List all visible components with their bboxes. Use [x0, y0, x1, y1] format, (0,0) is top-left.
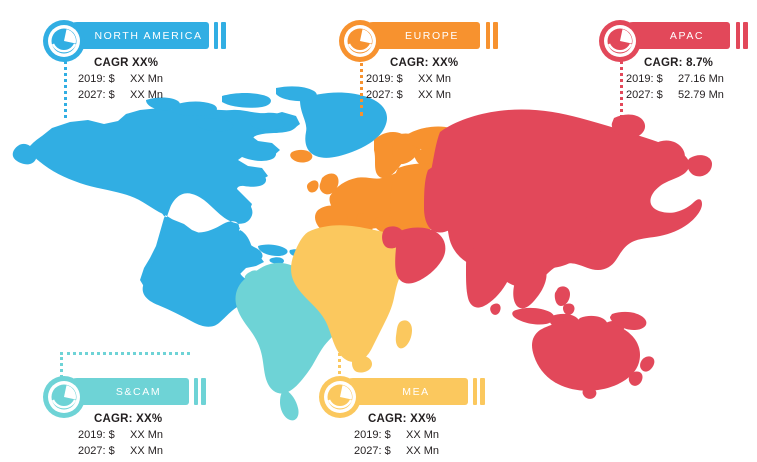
region-title-bar: NORTH AMERICA: [64, 22, 209, 49]
year-value: XX Mn: [130, 73, 164, 85]
year-label: 2027: $: [78, 89, 115, 101]
map-region-apac[interactable]: [382, 109, 712, 399]
year-label: 2027: $: [78, 445, 115, 457]
connector-line-apac: [620, 56, 623, 118]
map-region-mea[interactable]: [291, 225, 415, 373]
globe-icon: [319, 376, 361, 418]
value-row: 2019: $ XX Mn: [354, 427, 439, 443]
value-rows: 2019: $ XX Mn 2027: $ XX Mn: [354, 427, 439, 459]
connector-line-mea: [338, 348, 341, 380]
region-title-label: EUROPE: [405, 29, 459, 42]
cagr-label: CAGR: XX%: [368, 413, 437, 425]
callout-europe[interactable]: EUROPE CAGR: XX% 2019: $ XX Mn 2027: $: [338, 20, 498, 103]
tick-mark: [201, 378, 206, 405]
connector-line-europe: [360, 56, 363, 116]
year-value: XX Mn: [406, 429, 440, 441]
bar-end-ticks: [473, 378, 485, 405]
tick-mark: [486, 22, 490, 49]
value-rows: 2019: $ XX Mn 2027: $ XX Mn: [78, 427, 163, 459]
region-title-label: APAC: [669, 29, 705, 42]
year-value: XX Mn: [406, 445, 440, 457]
bar-end-ticks: [194, 378, 206, 405]
region-title-label: S&CAM: [115, 385, 162, 398]
callout-header-europe: EUROPE: [338, 20, 498, 62]
globe-icon: [43, 376, 85, 418]
cagr-label: CAGR: 8.7%: [644, 57, 714, 69]
tick-mark: [493, 22, 498, 49]
value-row: 2027: $ XX Mn: [366, 87, 458, 103]
year-label: 2019: $: [626, 73, 663, 85]
callout-header-mea: MEA: [318, 376, 485, 418]
connector-line-scam-vertical: [60, 352, 63, 378]
year-label: 2027: $: [366, 89, 403, 101]
cagr-label: CAGR: XX%: [94, 413, 163, 425]
callout-apac[interactable]: APAC CAGR: 8.7% 2019: $ 27.16 Mn 2027: $: [598, 20, 748, 103]
value-row: 2019: $ XX Mn: [78, 427, 163, 443]
cagr-label: CAGR XX%: [94, 57, 159, 69]
value-row: 2019: $ 27.16 Mn: [626, 71, 724, 87]
value-row: 2027: $ XX Mn: [78, 443, 163, 459]
year-label: 2019: $: [354, 429, 391, 441]
year-value: 52.79 Mn: [678, 89, 724, 101]
value-rows: 2019: $ XX Mn 2027: $ XX Mn: [366, 71, 458, 103]
year-value: XX Mn: [418, 89, 452, 101]
year-value: XX Mn: [130, 429, 164, 441]
region-title-bar: S&CAM: [64, 378, 189, 405]
region-title-label: MEA: [402, 385, 430, 398]
callout-mea[interactable]: MEA CAGR: XX% 2019: $ XX Mn 2027: $: [318, 376, 485, 459]
year-value: XX Mn: [130, 89, 164, 101]
year-label: 2019: $: [78, 429, 115, 441]
globe-icon: [339, 20, 381, 62]
year-label: 2027: $: [354, 445, 391, 457]
region-title-bar: MEA: [340, 378, 468, 405]
tick-mark: [221, 22, 226, 49]
year-label: 2019: $: [78, 73, 115, 85]
bar-end-ticks: [486, 22, 498, 49]
tick-mark: [214, 22, 218, 49]
value-row: 2019: $ XX Mn: [78, 71, 163, 87]
map-region-north-america[interactable]: [12, 86, 388, 327]
value-row: 2027: $ XX Mn: [78, 87, 163, 103]
year-label: 2019: $: [366, 73, 403, 85]
callout-header-apac: APAC: [598, 20, 748, 62]
connector-line-scam-horizontal: [60, 352, 190, 355]
globe-icon: [599, 20, 641, 62]
bar-end-ticks: [736, 22, 748, 49]
callout-header-scam: S&CAM: [42, 376, 206, 418]
callout-north-america[interactable]: NORTH AMERICA CAGR XX% 2019: $ XX Mn 202…: [42, 20, 226, 103]
tick-mark: [194, 378, 198, 405]
value-rows: 2019: $ XX Mn 2027: $ XX Mn: [78, 71, 163, 103]
cagr-label: CAGR: XX%: [390, 57, 459, 69]
year-value: XX Mn: [130, 445, 164, 457]
value-row: 2027: $ 52.79 Mn: [626, 87, 724, 103]
tick-mark: [480, 378, 485, 405]
tick-mark: [743, 22, 748, 49]
year-value: XX Mn: [418, 73, 452, 85]
globe-icon: [43, 20, 85, 62]
callout-header-north-america: NORTH AMERICA: [42, 20, 226, 62]
bar-end-ticks: [214, 22, 226, 49]
tick-mark: [736, 22, 740, 49]
value-row: 2019: $ XX Mn: [366, 71, 458, 87]
connector-line-north-america: [64, 56, 67, 118]
year-label: 2027: $: [626, 89, 663, 101]
year-value: 27.16 Mn: [678, 73, 724, 85]
value-rows: 2019: $ 27.16 Mn 2027: $ 52.79 Mn: [626, 71, 724, 103]
callout-scam[interactable]: S&CAM CAGR: XX% 2019: $ XX Mn 2027: $: [42, 376, 206, 459]
region-title-label: NORTH AMERICA: [94, 29, 203, 42]
value-row: 2027: $ XX Mn: [354, 443, 439, 459]
map-region-europe[interactable]: [290, 126, 463, 237]
tick-mark: [473, 378, 477, 405]
